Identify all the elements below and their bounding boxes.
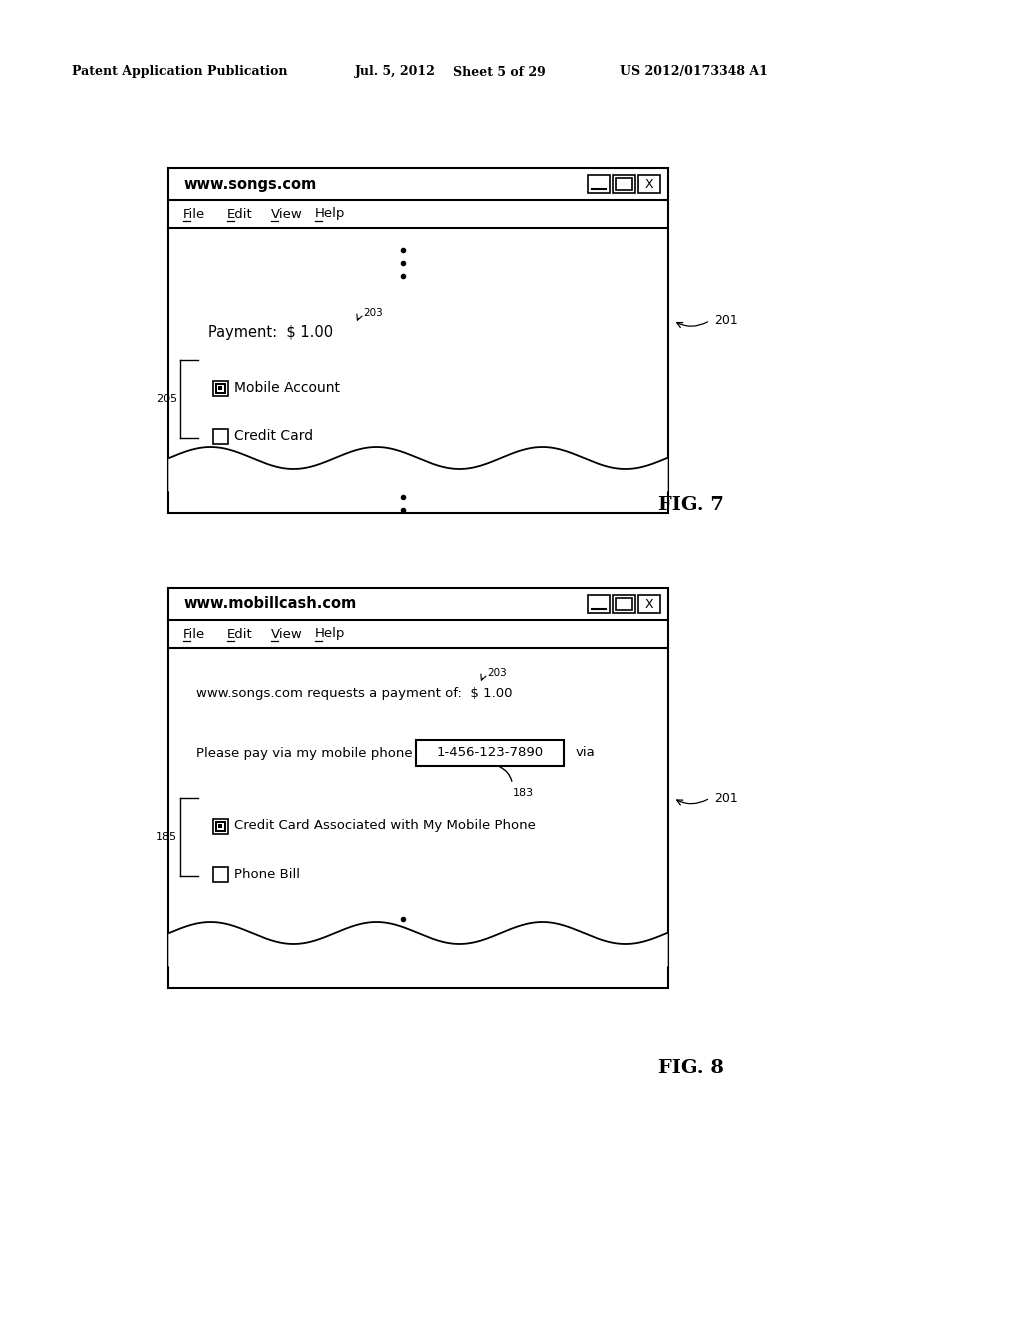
Bar <box>416 741 564 766</box>
Bar <box>613 595 635 612</box>
Bar <box>616 178 632 190</box>
Bar <box>168 587 668 987</box>
Bar <box>216 822 223 829</box>
Bar <box>218 385 222 389</box>
Bar <box>638 176 660 193</box>
Bar <box>638 595 660 612</box>
Text: 201: 201 <box>714 314 737 327</box>
Text: Phone Bill: Phone Bill <box>234 867 300 880</box>
Text: www.songs.com: www.songs.com <box>183 177 316 191</box>
Bar <box>214 383 225 393</box>
Bar <box>168 168 668 513</box>
Text: Edit: Edit <box>227 207 253 220</box>
Text: Credit Card: Credit Card <box>234 429 313 444</box>
Text: Help: Help <box>315 207 345 220</box>
Text: 203: 203 <box>487 668 507 678</box>
Text: www.songs.com requests a payment of:  $ 1.00: www.songs.com requests a payment of: $ 1… <box>196 686 512 700</box>
Text: Please pay via my mobile phone: Please pay via my mobile phone <box>196 747 413 759</box>
Bar <box>213 818 227 833</box>
Text: FIG. 8: FIG. 8 <box>658 1059 724 1077</box>
Text: 201: 201 <box>714 792 737 804</box>
Text: www.mobillcash.com: www.mobillcash.com <box>183 597 356 611</box>
Text: Sheet 5 of 29: Sheet 5 of 29 <box>453 66 546 78</box>
Text: Jul. 5, 2012: Jul. 5, 2012 <box>355 66 436 78</box>
Bar <box>588 595 610 612</box>
Text: File: File <box>183 207 205 220</box>
Bar <box>214 821 225 832</box>
Polygon shape <box>169 447 667 491</box>
Text: 205: 205 <box>156 393 177 404</box>
Text: via: via <box>575 747 596 759</box>
Text: View: View <box>271 627 303 640</box>
Text: Mobile Account: Mobile Account <box>234 381 340 395</box>
Text: Credit Card Associated with My Mobile Phone: Credit Card Associated with My Mobile Ph… <box>234 820 536 833</box>
Text: X: X <box>645 177 653 190</box>
Text: Edit: Edit <box>227 627 253 640</box>
Text: 203: 203 <box>362 308 383 318</box>
Text: 185: 185 <box>156 832 177 842</box>
Bar <box>218 824 222 828</box>
Bar <box>613 176 635 193</box>
Text: 1-456-123-7890: 1-456-123-7890 <box>436 747 544 759</box>
Bar <box>216 384 223 392</box>
Bar <box>213 866 227 882</box>
Text: View: View <box>271 207 303 220</box>
Polygon shape <box>169 921 667 966</box>
Text: Patent Application Publication: Patent Application Publication <box>72 66 288 78</box>
Text: US 2012/0173348 A1: US 2012/0173348 A1 <box>620 66 768 78</box>
Text: FIG. 7: FIG. 7 <box>658 496 724 513</box>
Bar <box>616 598 632 610</box>
Text: File: File <box>183 627 205 640</box>
Text: Help: Help <box>315 627 345 640</box>
Bar <box>213 429 227 444</box>
Bar <box>213 380 227 396</box>
Text: Payment:  $ 1.00: Payment: $ 1.00 <box>208 326 333 341</box>
Text: 183: 183 <box>512 788 534 799</box>
Bar <box>588 176 610 193</box>
Text: X: X <box>645 598 653 610</box>
